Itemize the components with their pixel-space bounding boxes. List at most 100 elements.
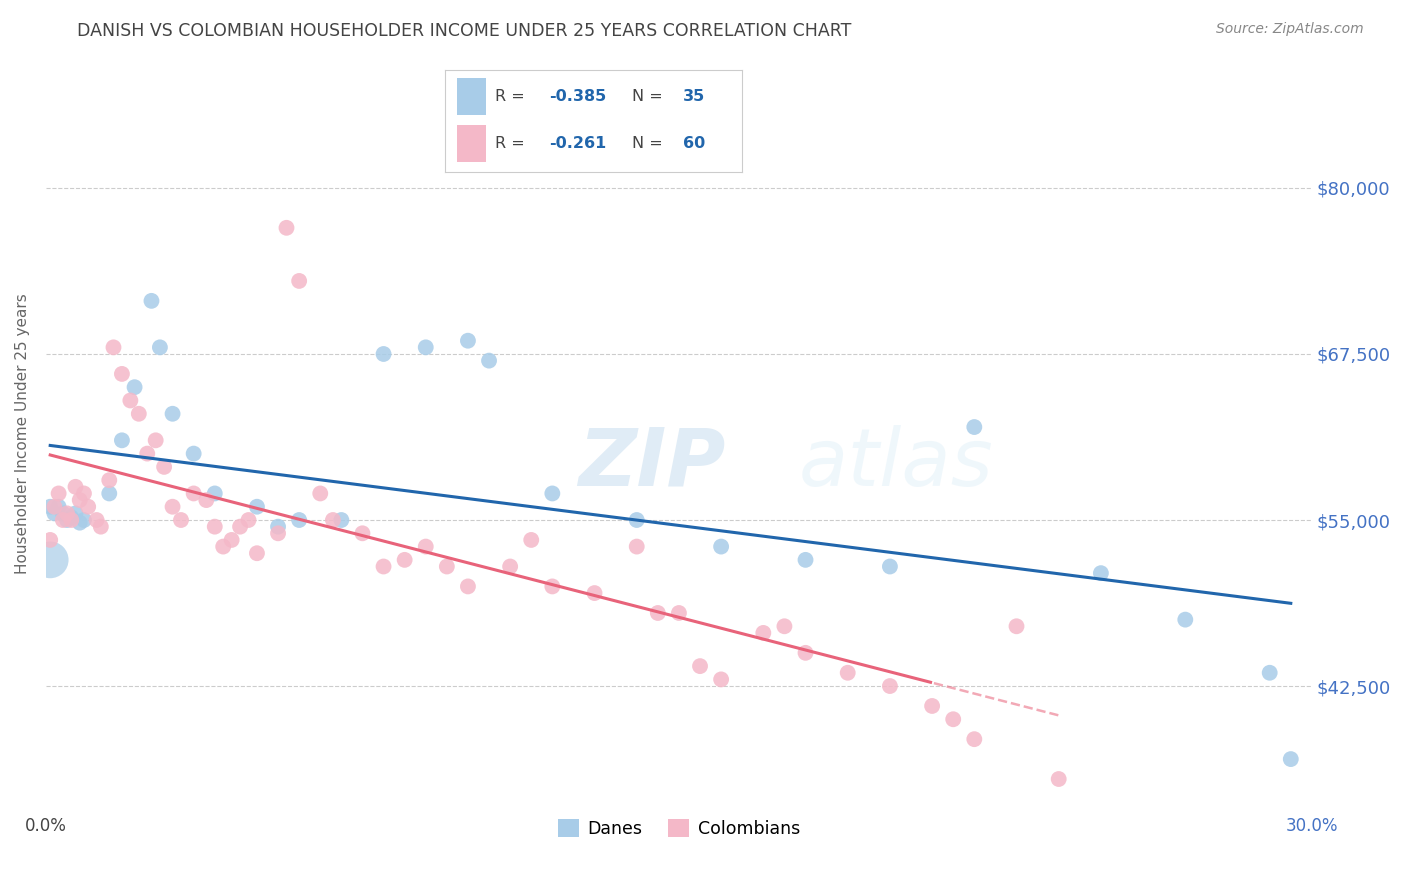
Text: ZIP: ZIP (578, 425, 725, 503)
Point (44, 507, 66, 521)
Point (52, 507, 75, 521)
Point (626, 513, 648, 527)
Point (229, 519, 252, 533)
Point (794, 553, 817, 567)
Point (288, 513, 311, 527)
Point (541, 486, 564, 500)
Point (499, 559, 522, 574)
Point (221, 533, 243, 547)
Point (39, 533, 62, 547)
Point (170, 513, 193, 527)
Point (879, 559, 901, 574)
Point (1279, 752, 1302, 766)
Point (1258, 665, 1281, 680)
Point (309, 486, 332, 500)
Point (963, 420, 986, 434)
Point (267, 519, 290, 533)
Point (267, 526, 290, 541)
Point (204, 519, 226, 533)
Point (583, 586, 606, 600)
Point (111, 434, 134, 448)
Point (647, 606, 669, 620)
Point (330, 513, 353, 527)
Point (98, 473, 121, 487)
Point (668, 606, 690, 620)
Point (942, 712, 965, 726)
Point (111, 367, 134, 381)
Point (1005, 619, 1028, 633)
Point (457, 579, 479, 593)
Point (1047, 772, 1070, 786)
Point (457, 334, 479, 348)
Point (44, 500, 66, 514)
Point (710, 540, 733, 554)
Point (98, 486, 121, 500)
Point (73, 486, 96, 500)
Point (69, 493, 91, 508)
Point (794, 646, 817, 660)
Point (246, 500, 269, 514)
Point (162, 500, 184, 514)
Point (65, 480, 87, 494)
Point (204, 486, 226, 500)
Y-axis label: Householder Income Under 25 years: Householder Income Under 25 years (15, 293, 30, 574)
Point (879, 679, 901, 693)
Point (689, 659, 711, 673)
Point (56, 507, 79, 521)
Point (710, 673, 733, 687)
Point (837, 665, 859, 680)
Text: atlas: atlas (799, 425, 994, 503)
Point (415, 540, 437, 554)
Point (56, 513, 79, 527)
Point (394, 553, 416, 567)
Point (149, 340, 172, 354)
Point (52, 513, 75, 527)
Point (773, 619, 796, 633)
Point (246, 546, 269, 560)
Point (478, 353, 501, 368)
Text: DANISH VS COLOMBIAN HOUSEHOLDER INCOME UNDER 25 YEARS CORRELATION CHART: DANISH VS COLOMBIAN HOUSEHOLDER INCOME U… (77, 22, 852, 40)
Point (1090, 566, 1112, 581)
Point (120, 393, 142, 408)
Point (288, 274, 311, 288)
Point (921, 698, 943, 713)
Point (145, 434, 167, 448)
Point (141, 293, 163, 308)
Point (238, 513, 260, 527)
Point (276, 220, 298, 235)
Point (373, 559, 395, 574)
Point (322, 513, 344, 527)
Point (48, 486, 70, 500)
Point (626, 540, 648, 554)
Legend: Danes, Colombians: Danes, Colombians (551, 813, 807, 846)
Point (183, 486, 205, 500)
Text: Source: ZipAtlas.com: Source: ZipAtlas.com (1216, 22, 1364, 37)
Point (436, 559, 458, 574)
Point (963, 732, 986, 747)
Point (195, 493, 218, 508)
Point (48, 500, 70, 514)
Point (1174, 613, 1197, 627)
Point (352, 526, 374, 541)
Point (60, 513, 83, 527)
Point (415, 340, 437, 354)
Point (128, 407, 150, 421)
Point (39, 500, 62, 514)
Point (39, 553, 62, 567)
Point (183, 447, 205, 461)
Point (103, 340, 125, 354)
Point (541, 579, 564, 593)
Point (90, 519, 112, 533)
Point (373, 347, 395, 361)
Point (124, 380, 146, 394)
Point (153, 459, 176, 474)
Point (69, 516, 91, 530)
Point (60, 510, 83, 524)
Point (162, 407, 184, 421)
Point (65, 507, 87, 521)
Point (752, 626, 775, 640)
Point (73, 513, 96, 527)
Point (136, 447, 159, 461)
Point (86, 513, 108, 527)
Point (212, 540, 235, 554)
